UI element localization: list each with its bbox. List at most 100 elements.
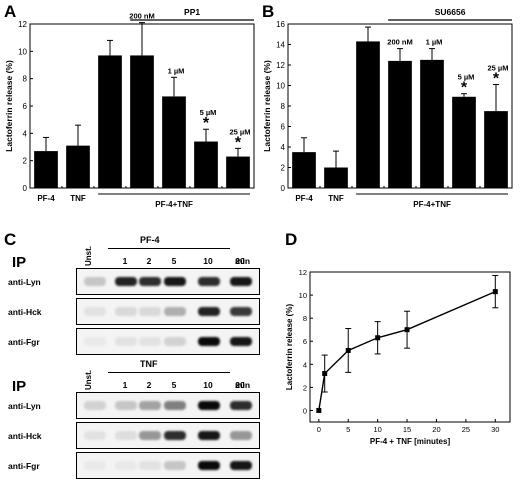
significance-star: * [203, 115, 210, 132]
panel-letter-b: B [262, 2, 275, 21]
y-tick-label: 4 [23, 129, 28, 138]
x-tick-label: 15 [403, 425, 411, 434]
blot-band [115, 337, 137, 346]
inhibitor-label: PP1 [184, 7, 200, 17]
inhibitor-label: SU6656 [435, 7, 466, 17]
ip-label: IP [12, 254, 27, 271]
stimulus-bracket [108, 372, 230, 373]
data-point [404, 327, 410, 333]
blot-band [230, 401, 252, 410]
x-axis-label: PF-4 + TNF [minutes] [370, 437, 451, 446]
group-label: PF-4+TNF [155, 200, 193, 209]
blot-band [115, 461, 137, 470]
time-label: 1 [122, 256, 128, 266]
data-point [492, 289, 498, 295]
blot-band [84, 337, 106, 346]
dose-label: 200 nM [129, 12, 154, 21]
blot-band [84, 277, 106, 286]
blot-band [84, 307, 106, 316]
bar [388, 60, 412, 188]
x-tick-label: 20 [432, 425, 440, 434]
blot-row-label: anti-Hck [8, 431, 42, 441]
y-tick-label: 0 [281, 184, 286, 193]
min-label: min [235, 256, 251, 266]
dose-label: 5 µM [200, 108, 217, 117]
dose-label: 25 µM [230, 127, 251, 136]
blot-band [198, 337, 220, 346]
y-axis-label: Lactoferrin release (%) [4, 60, 14, 152]
ip-label: IP [12, 378, 27, 395]
bar [292, 152, 316, 188]
blot-band [164, 277, 186, 286]
blot-band [164, 337, 186, 346]
y-tick-label: 10 [299, 291, 307, 300]
bar [484, 111, 508, 188]
data-point [316, 407, 322, 413]
stimulus-bracket [108, 248, 230, 249]
y-tick-label: 16 [276, 20, 285, 29]
y-tick-label: 12 [299, 268, 307, 277]
data-point [375, 335, 381, 341]
bar [452, 96, 476, 188]
panel-a-bar-chart: 0 2 4 6 8 10 12 Lactoferrin release (%) 200 nM 1 … [4, 7, 255, 209]
y-tick-label: 2 [281, 164, 286, 173]
y-tick-label: 12 [276, 61, 285, 70]
dose-label: 1 µM [426, 38, 443, 47]
panel-d-line-chart: 0 2 4 6 8 10 12 0 5 10 15 20 25 30 Lactoferrin release… [285, 268, 511, 446]
y-tick-label: 8 [281, 102, 286, 111]
time-label: 10 [203, 256, 213, 266]
blot-band [230, 337, 252, 346]
y-tick-label: 4 [303, 360, 307, 369]
dose-label: 5 µM [458, 73, 475, 82]
blot-band [115, 307, 137, 316]
time-label: 20 [235, 380, 245, 390]
y-tick-label: 6 [23, 102, 28, 111]
blot-strip [76, 328, 260, 355]
blot-row-label: anti-Fgr [8, 337, 40, 347]
blot-band [164, 431, 186, 440]
time-label: 20 [235, 256, 245, 266]
y-tick-label: 0 [303, 406, 307, 415]
unstimulated-label: Unst. [84, 246, 93, 266]
blot-row-label: anti-Lyn [8, 277, 41, 287]
blot-band [198, 431, 220, 440]
blot-band [84, 401, 106, 410]
x-tick-label: 5 [346, 425, 350, 434]
blot-band [198, 277, 220, 286]
blot-band [139, 401, 161, 410]
panel-letter-a: A [4, 2, 17, 21]
blot-band [84, 431, 106, 440]
blot-row-label: anti-Hck [8, 307, 42, 317]
x-category-label: PF-4 [295, 194, 313, 203]
blot-band [139, 431, 161, 440]
blot-band [198, 401, 220, 410]
blot-strip [76, 422, 260, 449]
time-label: 2 [146, 380, 152, 390]
bar [66, 145, 90, 188]
y-tick-label: 8 [303, 314, 307, 323]
blot-band [115, 401, 137, 410]
dose-label: 200 nM [387, 38, 412, 47]
blot-strip [76, 452, 260, 479]
blot-band [139, 307, 161, 316]
panel-b-bar-chart: 0 2 4 6 8 10 12 14 16 Lactoferrin release (%) 200 … [262, 7, 513, 209]
blot-band [230, 307, 252, 316]
significance-star: * [493, 70, 500, 87]
x-tick-label: 30 [491, 425, 499, 434]
blot-band [115, 431, 137, 440]
blot-band [198, 461, 220, 470]
blot-band [164, 461, 186, 470]
bar [98, 55, 122, 188]
bar [34, 151, 58, 188]
blot-band [230, 277, 252, 286]
dose-label: 25 µM [488, 63, 509, 72]
blot-band [139, 461, 161, 470]
blot-strip [76, 392, 260, 419]
panel-letter-c: C [4, 230, 17, 249]
blot-row-label: anti-Lyn [8, 401, 41, 411]
bar [194, 141, 218, 188]
x-tick-label: 10 [373, 425, 381, 434]
y-tick-label: 6 [281, 123, 286, 132]
bar [420, 59, 444, 188]
y-tick-label: 2 [303, 383, 307, 392]
